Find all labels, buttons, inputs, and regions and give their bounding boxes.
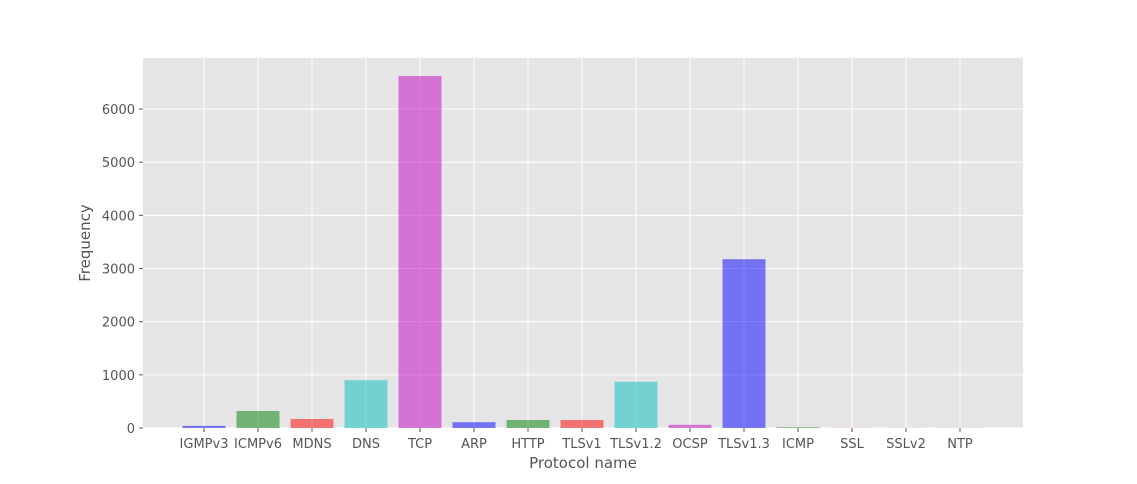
bar-tlsv1 — [561, 420, 604, 428]
x-tick-label: HTTP — [511, 437, 544, 452]
x-tick-label: ARP — [461, 437, 487, 452]
bar-tcp — [399, 76, 442, 428]
bar-tlsv1-2 — [615, 382, 658, 428]
bar-dns — [345, 380, 388, 428]
x-tick-label: TCP — [407, 437, 432, 452]
x-tick-label: NTP — [947, 437, 973, 452]
bar-igmpv3 — [183, 426, 226, 428]
bar-tlsv1-3 — [723, 259, 766, 428]
x-tick-label: SSL — [840, 437, 865, 452]
y-axis-label: Frequency — [76, 204, 94, 282]
y-tick-label: 3000 — [102, 263, 135, 278]
y-tick-label: 1000 — [102, 369, 135, 384]
bar-arp — [453, 422, 496, 428]
x-tick-label: IGMPv3 — [180, 437, 229, 452]
bar-ocsp — [669, 425, 712, 428]
bar-icmp — [777, 427, 820, 428]
x-axis-label: Protocol name — [529, 454, 637, 472]
bar-mdns — [291, 419, 334, 428]
x-tick-label: TLSv1.3 — [717, 437, 770, 452]
plot-area — [143, 58, 1023, 428]
bar-icmpv6 — [237, 411, 280, 428]
x-tick-label: TLSv1 — [561, 437, 601, 452]
x-tick-label: TLSv1.2 — [609, 437, 662, 452]
y-tick-label: 5000 — [102, 156, 135, 171]
x-tick-label: ICMPv6 — [234, 437, 282, 452]
y-tick-label: 6000 — [102, 103, 135, 118]
y-axis-ticks: 0 1000 2000 3000 4000 5000 6000 — [102, 103, 143, 437]
x-tick-label: OCSP — [672, 437, 708, 452]
x-tick-label: DNS — [352, 437, 380, 452]
y-tick-label: 2000 — [102, 316, 135, 331]
x-axis-ticks: IGMPv3 ICMPv6 MDNS DNS TCP ARP HTTP TLSv1 TLSv1.… — [180, 428, 973, 452]
x-tick-label: MDNS — [292, 437, 331, 452]
y-tick-label: 4000 — [102, 209, 135, 224]
y-tick-label: 0 — [127, 422, 135, 437]
x-tick-label: SSLv2 — [886, 437, 926, 452]
bar-http — [507, 420, 550, 428]
x-tick-label: ICMP — [782, 437, 814, 452]
